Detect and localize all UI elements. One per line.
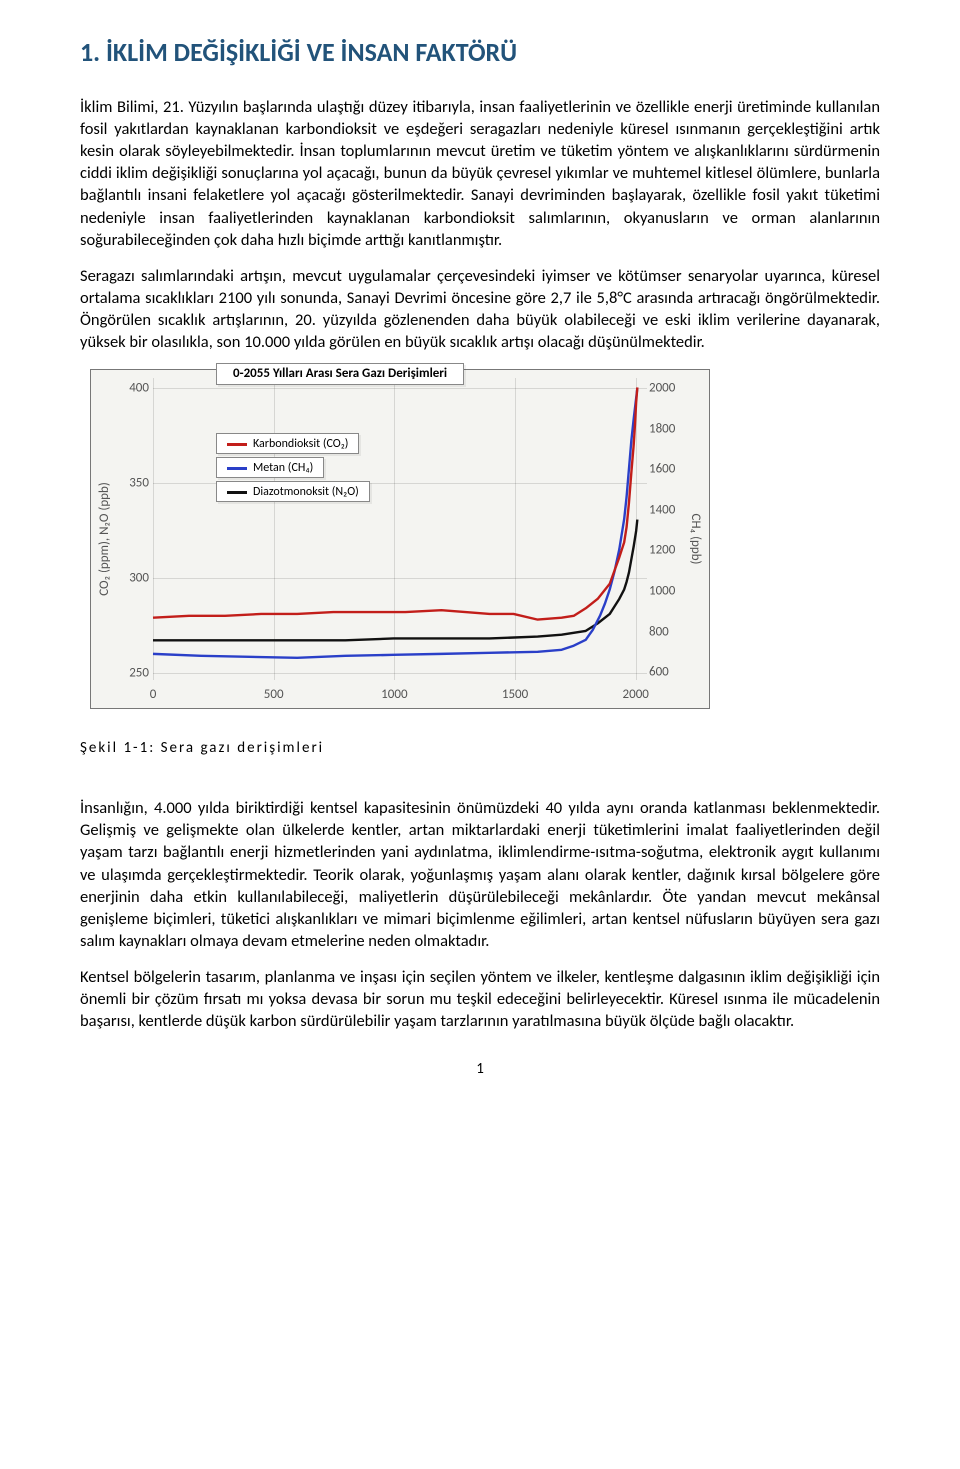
ghg-chart: CO₂ (ppm), N₂O (ppb) CH₄ (ppb) 250 300 350… [90,369,710,709]
page-number: 1 [80,1060,880,1078]
yright-tick: 1600 [649,462,685,477]
legend-swatch [227,491,247,494]
yright-tick: 1000 [649,584,685,599]
chart-title: 0-2055 Yılları Arası Sera Gazı Derişimle… [216,363,464,385]
yleft-tick: 400 [121,380,149,395]
yright-tick: 1400 [649,502,685,517]
section-heading: 1. İKLİM DEĞİŞİKLİĞİ VE İNSAN FAKTÖRÜ [80,36,880,68]
paragraph-2: Seragazı salımlarındaki artışın, mevcut … [80,265,880,353]
legend-swatch [227,443,247,446]
paragraph-1: İklim Bilimi, 21. Yüzyılın başlarında ul… [80,96,880,251]
yright-tick: 1800 [649,421,685,436]
yleft-tick: 250 [121,665,149,680]
x-tick: 0 [150,687,157,702]
paragraph-3: İnsanlığın, 4.000 yılda biriktirdiği ken… [80,797,880,952]
legend-label: Diazotmonoksit (N₂O) [253,485,359,499]
x-tick: 1500 [502,687,528,702]
x-tick: 1000 [381,687,407,702]
paragraph-4: Kentsel bölgelerin tasarım, planlanma ve… [80,966,880,1032]
yright-tick: 600 [649,665,685,680]
y-left-axis-label: CO₂ (ppm), N₂O (ppb) [97,482,112,596]
legend-item: Karbondioksit (CO₂) [216,433,359,454]
legend-label: Karbondioksit (CO₂) [253,437,348,451]
x-tick: 500 [264,687,284,702]
yleft-tick: 350 [121,475,149,490]
legend-item: Diazotmonoksit (N₂O) [216,481,370,502]
legend-item: Metan (CH₄) [216,457,324,478]
yleft-tick: 300 [121,570,149,585]
legend-swatch [227,467,247,470]
legend-label: Metan (CH₄) [253,461,313,475]
y-right-axis-label: CH₄ (ppb) [688,514,703,565]
x-tick: 2000 [623,687,649,702]
yright-tick: 800 [649,624,685,639]
figure-caption: Şekil 1-1: Sera gazı derişimleri [80,739,880,757]
yright-tick: 2000 [649,381,685,396]
yright-tick: 1200 [649,543,685,558]
